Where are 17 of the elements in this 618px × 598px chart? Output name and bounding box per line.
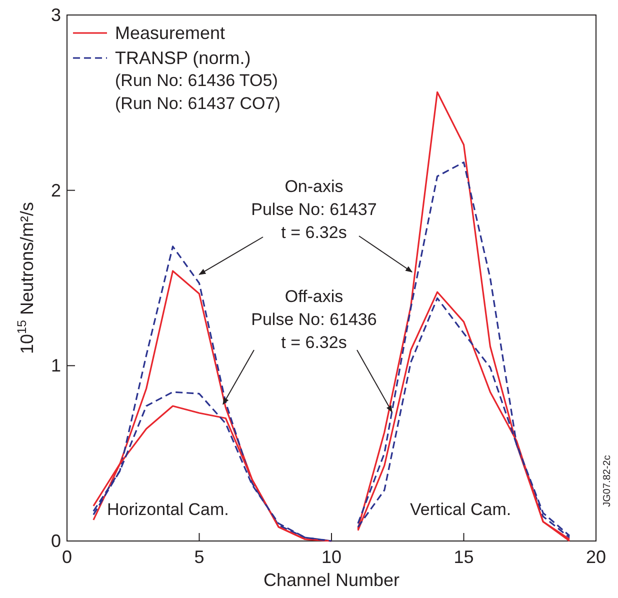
annotation: Horizontal Cam. bbox=[107, 500, 229, 519]
legend-label: Measurement bbox=[115, 23, 226, 43]
y-tick-label: 1 bbox=[50, 356, 61, 376]
legend-label: TRANSP (norm.) bbox=[115, 48, 251, 68]
y-tick-label: 0 bbox=[50, 531, 61, 551]
y-tick-label: 3 bbox=[50, 5, 61, 25]
annotation: (Run No: 61436 TO5) (Run No: 61437 CO7) bbox=[115, 71, 280, 113]
x-tick-label: 15 bbox=[454, 547, 474, 567]
annotation: On-axis Pulse No: 61437 t = 6.32s bbox=[251, 177, 377, 242]
y-tick-label: 2 bbox=[50, 180, 61, 200]
x-tick-label: 5 bbox=[194, 547, 204, 567]
text: JG07.82-2c bbox=[602, 455, 613, 507]
annotation: Vertical Cam. bbox=[410, 500, 512, 519]
x-axis-title: Channel Number bbox=[263, 570, 400, 590]
annotation: Off-axis Pulse No: 61436 t = 6.32s bbox=[251, 287, 377, 352]
x-tick-label: 10 bbox=[321, 547, 342, 567]
x-tick-label: 20 bbox=[586, 547, 606, 567]
